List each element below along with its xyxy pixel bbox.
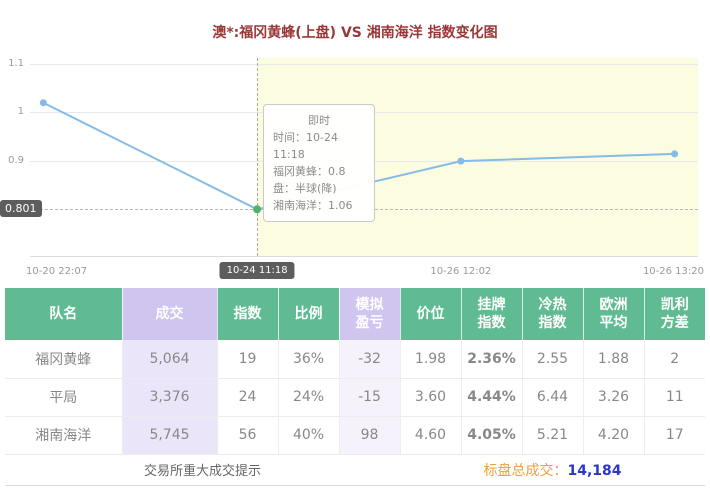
header-line: 冷热: [538, 296, 567, 313]
header-line: 欧洲: [599, 296, 628, 313]
volume-cell: 3,376: [122, 378, 218, 417]
col-header-index: 指数: [217, 288, 279, 340]
table-row-draw: 平局 3,376 24 24% -15 3.60 4.44% 6.44 3.26…: [5, 378, 705, 417]
euro-avg-cell: 1.88: [583, 340, 645, 379]
header-line: 凯利: [660, 296, 689, 313]
euro-avg-cell: 3.26: [583, 378, 645, 417]
table-row-home: 福冈黄蜂 5,064 19 36% -32 1.98 2.36% 2.55 1.…: [5, 340, 705, 379]
hot-index-cell: 6.44: [522, 378, 584, 417]
ratio-cell: 40%: [278, 416, 340, 455]
total-volume: 标盘总成交：14,184: [400, 460, 705, 480]
col-header-kelly-var: 凯利 方差: [644, 288, 705, 340]
index-cell: 56: [217, 416, 279, 455]
hot-index-cell: 2.55: [522, 340, 584, 379]
current-data-point[interactable]: [253, 205, 262, 214]
header-line: 平均: [599, 315, 628, 331]
index-change-chart: 即时 时间：10-24 11:18 福冈黄蜂：0.8 盘：半球(降) 湘南海洋：…: [0, 50, 710, 282]
current-time-dashed-line: [257, 58, 259, 256]
header-line: 模拟: [355, 296, 384, 313]
x-axis-label: 10-26 13:20: [642, 266, 704, 277]
y-axis-label: 1: [17, 106, 24, 118]
x-axis-line: [30, 256, 698, 257]
col-header-ratio: 比例: [278, 288, 340, 340]
col-header-sim-pl: 模拟 盈亏: [339, 288, 401, 340]
sim-pl-cell: -15: [339, 378, 401, 417]
data-point[interactable]: [457, 157, 465, 165]
listed-index-link[interactable]: 4.44%: [461, 378, 523, 417]
exchange-notice: 交易所重大成交提示: [143, 464, 261, 479]
table-row-away: 湘南海洋 5,745 56 40% 98 4.60 4.05% 5.21 4.2…: [5, 416, 705, 455]
x-axis-label: 10-26 12:02: [430, 266, 492, 277]
price-cell: 3.60: [400, 378, 462, 417]
header-line: 比例: [294, 305, 323, 322]
tooltip-home-line: 福冈黄蜂：0.8: [273, 165, 346, 179]
current-value-badge: 0.801: [0, 200, 42, 218]
header-line: 成交: [155, 305, 184, 322]
team-name: 平局: [5, 378, 123, 417]
tooltip-away-line: 湘南海洋：1.06: [273, 199, 353, 213]
sim-pl-cell: -32: [339, 340, 401, 379]
header-line: 盈亏: [355, 315, 384, 331]
col-header-team: 队名: [5, 288, 123, 340]
header-line: 价位: [416, 305, 445, 322]
col-header-volume: 成交: [122, 288, 218, 340]
header-line: 方差: [660, 315, 689, 331]
listed-index-link[interactable]: 2.36%: [461, 340, 523, 379]
header-line: 队名: [49, 305, 78, 322]
header-line: 指数: [538, 315, 567, 331]
sim-pl-cell: 98: [339, 416, 401, 455]
index-cell: 19: [217, 340, 279, 379]
price-cell: 4.60: [400, 416, 462, 455]
header-line: 指数: [477, 315, 506, 331]
hot-index-cell: 5.21: [522, 416, 584, 455]
kelly-var-cell: 2: [644, 340, 705, 379]
gridline: [30, 63, 698, 65]
tooltip-title: 即时: [308, 114, 330, 127]
tooltip-handicap-line: 盘：半球(降): [273, 182, 337, 196]
ratio-cell: 24%: [278, 378, 340, 417]
volume-cell: 5,064: [122, 340, 218, 379]
euro-avg-cell: 4.20: [583, 416, 645, 455]
chart-tooltip: 即时 时间：10-24 11:18 福冈黄蜂：0.8 盘：半球(降) 湘南海洋：…: [263, 104, 375, 223]
listed-index-link[interactable]: 4.05%: [461, 416, 523, 455]
volume-cell: 5,745: [122, 416, 218, 455]
team-name: 湘南海洋: [5, 416, 123, 455]
kelly-var-cell: 17: [644, 416, 705, 455]
y-axis-label: 0.9: [8, 155, 24, 167]
index-cell: 24: [217, 378, 279, 417]
table-footer: 交易所重大成交提示 标盘总成交：14,184: [5, 455, 705, 486]
table-header-row: 队名 成交 指数 比例 模拟盈亏 价位 挂牌指数 冷热指数 欧洲平均 凯利方差: [5, 288, 705, 340]
data-point[interactable]: [671, 150, 679, 158]
header-line: 挂牌: [477, 296, 506, 313]
total-volume-label: 标盘总成交：: [483, 462, 568, 479]
current-time-badge: 10-24 11:18: [219, 262, 295, 279]
col-header-euro-avg: 欧洲 平均: [583, 288, 645, 340]
col-header-listed-index: 挂牌 指数: [461, 288, 523, 340]
kelly-var-cell: 11: [644, 378, 705, 417]
header-line: 指数: [233, 305, 262, 322]
odds-table: 队名 成交 指数 比例 模拟 盈亏 价位 挂牌 指数 冷热 指数 欧洲 平均 凯利 方差 …: [5, 288, 705, 455]
team-name: 福冈黄蜂: [5, 340, 123, 379]
page-title: 澳*:福冈黄蜂(上盘) VS 湘南海洋 指数变化图: [212, 25, 498, 41]
total-volume-value: 14,184: [567, 462, 622, 479]
col-header-hot-index: 冷热 指数: [522, 288, 584, 340]
x-axis-label: 10-20 22:07: [26, 266, 88, 277]
price-cell: 1.98: [400, 340, 462, 379]
ratio-cell: 36%: [278, 340, 340, 379]
data-point[interactable]: [39, 99, 47, 107]
col-header-price: 价位: [400, 288, 462, 340]
y-axis-label: 1.1: [8, 57, 24, 69]
tooltip-time-line: 时间：10-24 11:18: [273, 131, 338, 162]
